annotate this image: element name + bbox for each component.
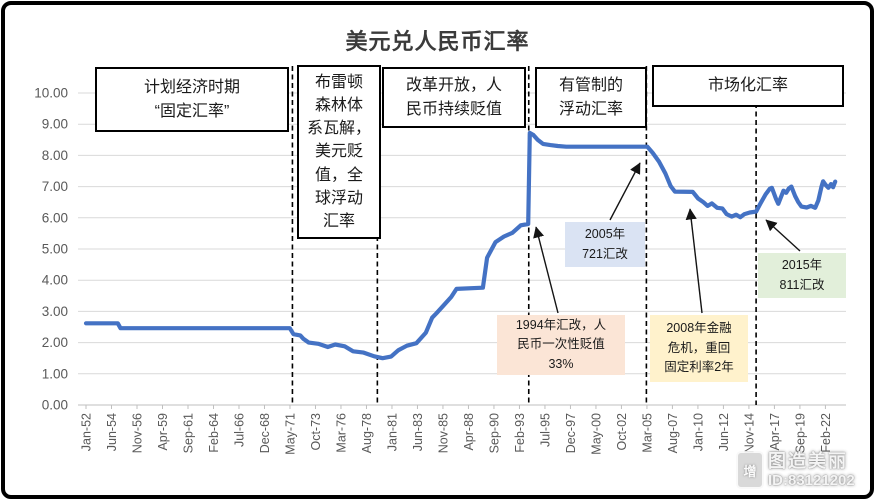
svg-text:Jan-10: Jan-10 xyxy=(691,413,705,451)
period-box-market-rate: 市场化汇率 xyxy=(652,65,844,107)
period-text-line: 民币持续贬值 xyxy=(405,100,502,118)
svg-text:Mar-76: Mar-76 xyxy=(334,413,348,453)
annotation-arrows xyxy=(533,162,801,314)
period-text-line: “固定汇率” xyxy=(154,102,230,120)
period-text-line: 森林体 xyxy=(314,97,363,115)
callout-text-line: 2008年金融 xyxy=(666,321,732,336)
svg-text:Apr-17: Apr-17 xyxy=(768,413,782,451)
period-text-line: 汇率 xyxy=(322,212,355,230)
svg-text:Oct-02: Oct-02 xyxy=(615,413,629,451)
watermark-name: 图造美丽 xyxy=(768,451,848,472)
x-axis-ticks xyxy=(85,405,826,409)
svg-text:Sep-61: Sep-61 xyxy=(181,413,195,453)
svg-text:2.00: 2.00 xyxy=(42,335,68,350)
callout-text-line: 危机，重回 xyxy=(667,340,731,355)
period-box-managed-float: 有管制的 浮动汇率 xyxy=(535,67,647,128)
watermark-logo-icon: 增 xyxy=(736,451,764,489)
period-text-line: 有管制的 xyxy=(558,76,623,94)
svg-text:7.00: 7.00 xyxy=(42,179,68,194)
svg-text:8.00: 8.00 xyxy=(42,148,68,163)
watermark-id: ID:83121202 xyxy=(768,471,855,489)
svg-text:Nov-85: Nov-85 xyxy=(436,413,450,453)
svg-text:Aug-78: Aug-78 xyxy=(360,413,374,453)
svg-text:May-71: May-71 xyxy=(283,413,297,455)
svg-text:6.00: 6.00 xyxy=(42,210,68,225)
callout-text-line: 811汇改 xyxy=(779,277,825,292)
svg-text:Jun-83: Jun-83 xyxy=(411,413,425,451)
svg-text:9.00: 9.00 xyxy=(42,117,68,132)
callout-2005-reform: 2005年 721汇改 xyxy=(565,222,645,267)
svg-text:Aug-07: Aug-07 xyxy=(666,413,680,453)
svg-text:Sep-19: Sep-19 xyxy=(793,413,807,453)
callout-text-line: 2005年 xyxy=(584,227,626,242)
callout-text-line: 民币一次性贬值 xyxy=(517,337,605,352)
svg-text:Dec-97: Dec-97 xyxy=(564,413,578,453)
svg-text:Sep-90: Sep-90 xyxy=(487,413,501,453)
period-box-reform-opening: 改革开放，人 民币持续贬值 xyxy=(382,67,526,128)
callout-text-line: 2015年 xyxy=(781,258,823,273)
svg-text:4.00: 4.00 xyxy=(42,273,68,288)
callout-text-line: 固定利率2年 xyxy=(664,360,734,375)
svg-text:Nov-14: Nov-14 xyxy=(742,413,756,453)
svg-text:Apr-88: Apr-88 xyxy=(462,413,476,451)
period-text-line: 系瓦解， xyxy=(306,120,371,138)
svg-text:10.00: 10.00 xyxy=(34,86,68,101)
chart-title: 美元兑人民币汇率 xyxy=(345,29,530,54)
exchange-rate-line xyxy=(83,130,838,361)
svg-text:Jul-66: Jul-66 xyxy=(232,413,246,447)
x-axis-labels: Jan-52 Jun-54 Nov-56 Apr-59 Sep-61 Feb-64 Jul-… xyxy=(80,413,833,455)
callout-text-line: 1994年汇改，人 xyxy=(515,317,607,332)
watermark-logo-char: 增 xyxy=(743,463,757,479)
svg-text:May-00: May-00 xyxy=(589,413,603,455)
svg-text:Nov-56: Nov-56 xyxy=(130,413,144,453)
period-text-line: 市场化汇率 xyxy=(707,77,788,94)
svg-text:Dec-68: Dec-68 xyxy=(258,413,272,453)
period-text-line: 美元贬 xyxy=(314,143,363,161)
svg-text:3.00: 3.00 xyxy=(42,304,68,319)
svg-text:Jun-12: Jun-12 xyxy=(717,413,731,451)
period-text-line: 改革开放，人 xyxy=(405,76,502,94)
svg-text:Jan-52: Jan-52 xyxy=(80,413,94,451)
svg-text:Jul-95: Jul-95 xyxy=(538,413,552,447)
callout-1994-reform: 1994年汇改，人 民币一次性贬值 33% xyxy=(497,315,625,375)
svg-text:Jun-54: Jun-54 xyxy=(105,413,119,451)
svg-text:Oct-73: Oct-73 xyxy=(309,413,323,451)
svg-text:Mar-05: Mar-05 xyxy=(640,413,654,453)
svg-text:Feb-22: Feb-22 xyxy=(819,413,833,453)
svg-text:5.00: 5.00 xyxy=(42,242,68,257)
hand-icon xyxy=(701,456,730,482)
period-text-line: 球浮动 xyxy=(314,189,363,207)
y-axis-labels: 0.00 1.00 2.00 3.00 4.00 5.00 6.00 7.00 8.00 9.00… xyxy=(34,86,68,413)
callout-text-line: 721汇改 xyxy=(582,246,628,261)
period-text-line: 布雷顿 xyxy=(314,74,363,92)
svg-text:Feb-93: Feb-93 xyxy=(513,413,527,453)
callout-2008-crisis: 2008年金融 危机，重回 固定利率2年 xyxy=(650,315,748,382)
callout-2015-reform: 2015年 811汇改 xyxy=(758,253,846,298)
period-text-line: 计划经济时期 xyxy=(143,78,240,96)
svg-text:Feb-64: Feb-64 xyxy=(207,413,221,453)
period-text-line: 值，全 xyxy=(314,166,363,184)
callout-text-line: 33% xyxy=(548,356,574,371)
period-box-planned-economy: 计划经济时期 “固定汇率” xyxy=(95,67,289,132)
svg-text:Jan-81: Jan-81 xyxy=(385,413,399,451)
svg-text:1.00: 1.00 xyxy=(42,366,68,381)
period-box-bretton-woods: 布雷顿 森林体 系瓦解， 美元贬 值，全 球浮动 汇率 xyxy=(297,65,381,239)
svg-text:0.00: 0.00 xyxy=(42,398,68,413)
watermark: 增 图造美丽 ID:83121202 xyxy=(698,444,868,496)
period-text-line: 浮动汇率 xyxy=(558,100,623,118)
svg-text:Apr-59: Apr-59 xyxy=(156,413,170,451)
